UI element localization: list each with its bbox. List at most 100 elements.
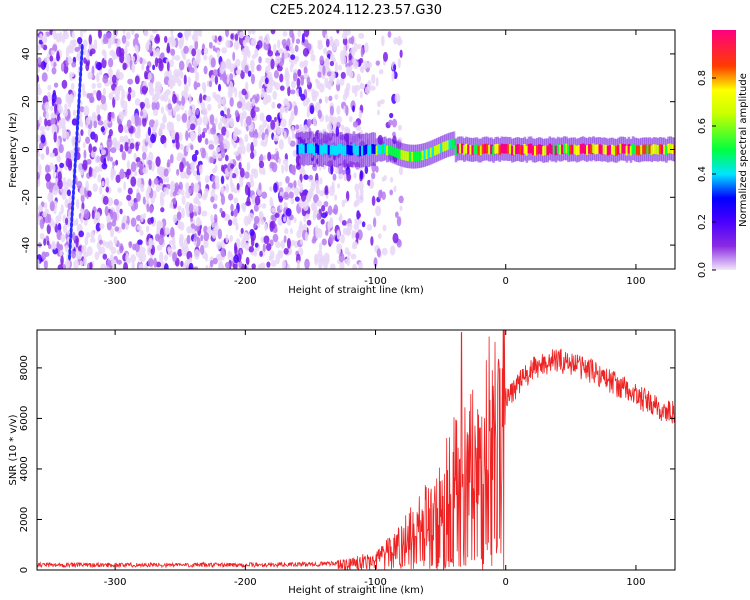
- noise-cell: [233, 197, 239, 204]
- diagonal-streak: [78, 76, 82, 84]
- noise-cell: [193, 81, 198, 91]
- signal-cell: [525, 146, 529, 156]
- noise-cell: [83, 256, 87, 267]
- noise-cell: [148, 178, 152, 187]
- colorbar-tick-label: 0.6: [697, 118, 708, 134]
- noise-cell: [85, 232, 91, 239]
- signal-cell: [598, 144, 602, 154]
- noise-cell: [56, 154, 62, 163]
- noise-cell: [322, 65, 326, 76]
- noise-cell: [283, 48, 289, 60]
- noise-cell: [126, 119, 132, 129]
- noise-cell: [212, 69, 219, 76]
- diagonal-streak: [75, 129, 79, 137]
- noise-cell: [226, 107, 231, 115]
- noise-cell: [174, 55, 181, 61]
- noise-cell: [142, 167, 148, 175]
- noise-cell: [41, 251, 47, 261]
- noise-cell: [106, 138, 113, 148]
- noise-cell: [100, 263, 106, 269]
- noise-cell: [101, 180, 105, 187]
- noise-cell: [97, 173, 102, 183]
- noise-cell: [85, 61, 90, 72]
- noise-cell: [166, 61, 170, 72]
- noise-cell: [115, 68, 121, 79]
- noise-cell: [195, 216, 201, 227]
- signal-cell: [354, 145, 358, 156]
- noise-cell: [235, 69, 242, 75]
- noise-cell: [37, 95, 40, 102]
- noise-cell: [226, 73, 230, 85]
- noise-cell: [295, 38, 301, 45]
- noise-cell: [119, 208, 123, 215]
- noise-cell: [57, 171, 62, 183]
- noise-cell: [47, 84, 52, 91]
- signal-cell: [579, 144, 583, 154]
- noise-cell: [147, 244, 151, 256]
- noise-cell: [324, 189, 329, 196]
- noise-cell: [219, 207, 223, 214]
- diagonal-streak: [71, 194, 75, 202]
- noise-cell: [389, 189, 394, 196]
- noise-cell: [52, 170, 56, 179]
- noise-cell: [80, 186, 86, 196]
- noise-cell: [103, 157, 107, 167]
- noise-cell: [158, 234, 165, 246]
- noise-cell: [53, 82, 59, 88]
- noise-cell: [320, 218, 325, 225]
- noise-cell: [65, 46, 70, 58]
- noise-cell: [79, 30, 83, 38]
- noise-cell: [341, 199, 346, 208]
- noise-cell: [197, 200, 201, 207]
- noise-cell: [80, 208, 85, 219]
- noise-cell: [258, 56, 262, 64]
- signal-cell: [619, 143, 622, 154]
- noise-cell: [269, 161, 275, 169]
- noise-cell: [231, 173, 237, 179]
- noise-cell: [201, 107, 208, 116]
- x-tick-label: 0: [503, 577, 509, 588]
- noise-cell: [60, 204, 64, 215]
- signal-cell: [538, 144, 541, 154]
- noise-cell: [230, 163, 235, 169]
- noise-cell: [159, 221, 164, 228]
- noise-cell: [147, 72, 152, 81]
- noise-cell: [202, 127, 208, 134]
- noise-cell: [264, 133, 268, 145]
- signal-cell: [588, 144, 591, 154]
- noise-cell: [57, 179, 63, 190]
- noise-cell: [191, 34, 197, 41]
- signal-cell: [344, 145, 347, 155]
- noise-cell: [270, 30, 276, 35]
- noise-cell: [131, 261, 135, 269]
- signal-cell: [342, 145, 345, 156]
- noise-cell: [147, 185, 152, 194]
- noise-cell: [258, 182, 262, 191]
- signal-cell: [308, 143, 312, 154]
- noise-cell: [278, 48, 284, 54]
- noise-cell: [316, 200, 323, 207]
- noise-cell: [214, 75, 219, 85]
- noise-cell: [67, 202, 72, 210]
- noise-cell: [393, 185, 397, 193]
- noise-cell: [398, 195, 404, 204]
- noise-cell: [375, 205, 382, 217]
- noise-cell: [128, 241, 133, 249]
- signal-cell: [527, 143, 531, 154]
- noise-cell: [212, 91, 217, 99]
- noise-cell: [288, 191, 294, 199]
- noise-cell: [170, 129, 177, 140]
- noise-cell: [127, 93, 132, 102]
- signal-cell: [302, 144, 306, 155]
- noise-cell: [37, 74, 40, 83]
- noise-cell: [168, 240, 175, 246]
- noise-cell: [341, 220, 347, 226]
- signal-cell: [644, 144, 647, 155]
- noise-cell: [323, 47, 328, 55]
- diagonal-streak: [75, 135, 79, 143]
- noise-cell: [355, 190, 360, 201]
- signal-cell: [385, 145, 389, 156]
- noise-cell: [47, 213, 52, 224]
- noise-cell: [230, 210, 234, 217]
- y-tick-label: -20: [21, 189, 32, 205]
